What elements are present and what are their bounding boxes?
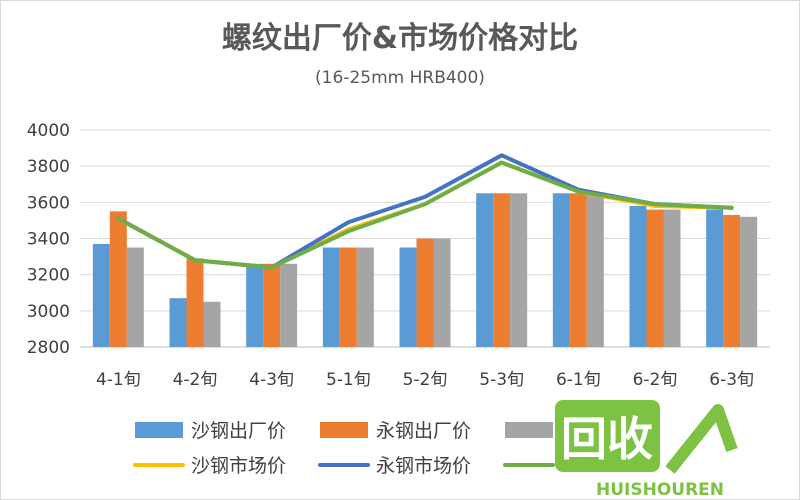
legend-swatch xyxy=(320,422,368,438)
bar xyxy=(356,247,374,347)
bar-series-group xyxy=(92,193,758,347)
bar xyxy=(510,193,528,347)
bar xyxy=(126,247,144,347)
bar xyxy=(629,205,647,347)
y-tick-label: 3200 xyxy=(27,266,70,286)
legend-swatch xyxy=(505,422,553,438)
bar xyxy=(109,211,127,347)
bar xyxy=(646,209,664,347)
chart-subtitle: (16-25mm HRB400) xyxy=(315,68,485,88)
bar xyxy=(552,193,570,347)
bar xyxy=(723,214,741,347)
bar xyxy=(169,298,187,347)
x-tick-label: 6-3旬 xyxy=(709,370,754,390)
x-tick-label: 5-1旬 xyxy=(326,370,371,390)
legend-label: 永钢出厂价 xyxy=(376,420,471,442)
legend-label: 永钢市场价 xyxy=(376,455,471,477)
x-tick-label: 4-3旬 xyxy=(249,370,294,390)
series-line xyxy=(116,160,734,270)
y-axis: 2800 3000 3200 3400 3600 3800 4000 xyxy=(27,121,70,358)
y-tick-label: 2800 xyxy=(27,338,70,358)
watermark-logo: 回收 HUISHOUREN xyxy=(555,400,738,500)
x-tick-label: 4-2旬 xyxy=(173,370,218,390)
bar xyxy=(433,238,451,347)
bar xyxy=(280,263,298,347)
bar xyxy=(416,238,434,347)
bar xyxy=(263,263,281,347)
bar xyxy=(339,247,357,347)
y-tick-label: 4000 xyxy=(27,121,70,141)
bar xyxy=(586,195,604,347)
legend-label: 沙钢出厂价 xyxy=(191,420,286,442)
bar xyxy=(663,209,681,347)
legend-swatch xyxy=(135,422,183,438)
bar xyxy=(203,301,221,347)
bar xyxy=(186,258,204,347)
watermark-logo-text: 回收 xyxy=(561,412,653,466)
x-tick-label: 5-3旬 xyxy=(479,370,524,390)
bar xyxy=(399,247,417,347)
bar xyxy=(246,263,264,347)
y-tick-label: 3600 xyxy=(27,193,70,213)
bar xyxy=(322,247,340,347)
bar xyxy=(493,193,511,347)
bar xyxy=(740,216,758,347)
x-tick-label: 4-1旬 xyxy=(96,370,141,390)
y-tick-label: 3000 xyxy=(27,302,70,322)
y-tick-label: 3400 xyxy=(27,230,70,250)
x-axis: 4-1旬 4-2旬 4-3旬 5-1旬 5-2旬 5-3旬 6-1旬 6-2旬 6-3旬 xyxy=(96,370,754,390)
x-tick-label: 6-1旬 xyxy=(556,370,601,390)
watermark-mark-icon xyxy=(665,404,738,474)
y-tick-label: 3800 xyxy=(27,157,70,177)
watermark-brand-text: HUISHOUREN xyxy=(596,480,724,500)
bar xyxy=(569,193,587,347)
chart-title: 螺纹出厂价&市场价格对比 xyxy=(222,21,578,56)
bar xyxy=(92,243,110,347)
bar xyxy=(476,193,494,347)
x-tick-label: 6-2旬 xyxy=(633,370,678,390)
x-tick-label: 5-2旬 xyxy=(403,370,448,390)
legend-label: 沙钢市场价 xyxy=(191,455,286,477)
watermark-box xyxy=(555,400,660,472)
line-series-group xyxy=(116,153,734,270)
bar xyxy=(706,209,724,347)
